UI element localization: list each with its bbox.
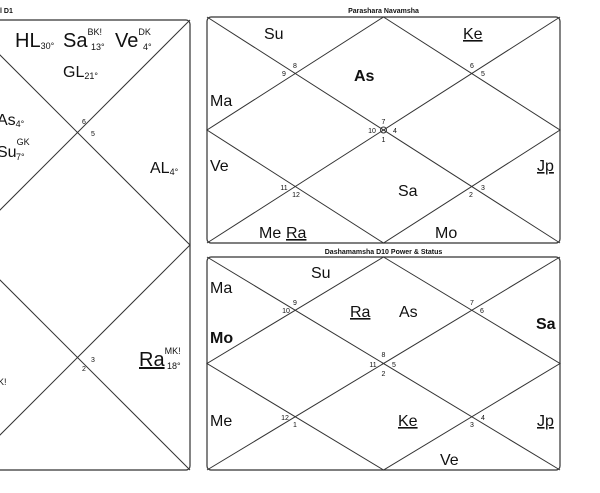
planet: Jp [537, 413, 554, 430]
house-number: 3 [470, 422, 474, 429]
house-number: 3 [481, 185, 485, 192]
house-number: 6 [470, 63, 474, 70]
house-number: 5 [392, 362, 396, 369]
house-number: 9 [282, 71, 286, 78]
planet: As4° [0, 112, 25, 129]
planet: AL4° [150, 160, 179, 177]
house-number: 12 [281, 415, 289, 422]
house-number: 12 [292, 192, 300, 199]
planet: SaBK! 13° [63, 27, 105, 52]
house-number: 2 [382, 371, 386, 378]
chart-title: l D1 [0, 8, 13, 15]
planet: As [354, 68, 375, 85]
chart-title: Parashara Navamsha [348, 8, 419, 15]
planet: Su [264, 26, 284, 43]
planet: Ra [350, 304, 371, 321]
planet: Ra [286, 225, 307, 242]
house-number: 5 [91, 131, 95, 138]
house-number: 3 [91, 357, 95, 364]
planet-fragment: K! [0, 377, 7, 387]
chart-title: Dashamamsha D10 Power & Status [325, 249, 443, 256]
house-number: 10 [282, 308, 290, 315]
planet: Mo [210, 330, 233, 347]
house-number: 11 [369, 362, 376, 369]
planet: Ma [210, 280, 232, 297]
planet: Ke [398, 413, 418, 430]
planet: VeDK 4° [115, 27, 152, 52]
house-number: 5 [481, 71, 485, 78]
house-number: 10 [368, 128, 376, 135]
left-chart [0, 19, 191, 471]
house-number: 1 [382, 137, 386, 144]
dashamamsha-chart [206, 256, 561, 471]
planet: Ve [440, 452, 459, 469]
house-number: 7 [470, 300, 474, 307]
planet: HL30° [15, 30, 55, 52]
planet: Ke [463, 26, 483, 43]
planet: Sa [536, 316, 556, 333]
house-number: 6 [82, 119, 86, 126]
house-number: 4 [393, 128, 397, 135]
house-number: 4 [481, 415, 485, 422]
house-number: 8 [382, 352, 386, 359]
planet: GL21° [63, 64, 98, 81]
planet: Ve [210, 158, 229, 175]
planet: SuGK 7° [0, 137, 30, 162]
planet: Me [210, 413, 232, 430]
house-number: 2 [82, 366, 86, 373]
house-number: 2 [469, 192, 473, 199]
planet: As [399, 304, 418, 321]
planet: Su [311, 265, 331, 282]
navamsha-chart [206, 16, 561, 244]
planet: RaMK! 18° [139, 346, 181, 371]
planet: Mo [435, 225, 457, 242]
planet: Jp [537, 158, 554, 175]
planet: Sa [398, 183, 418, 200]
house-number: 8 [293, 63, 297, 70]
house-number: 11 [280, 185, 287, 192]
house-number: 1 [293, 422, 297, 429]
planet: Me [259, 225, 281, 242]
house-number: 9 [293, 300, 297, 307]
house-number: 6 [480, 308, 484, 315]
planet: Ma [210, 93, 232, 110]
house-number: 7 [382, 119, 386, 126]
